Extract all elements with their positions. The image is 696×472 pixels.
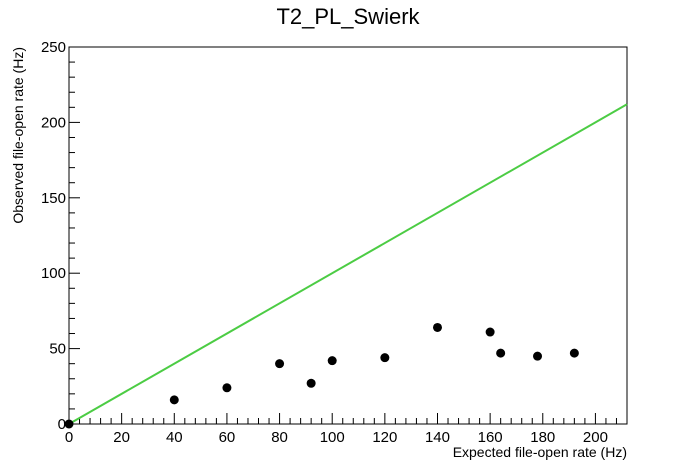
x-tick-label: 60 bbox=[219, 429, 236, 446]
y-tick-label: 50 bbox=[49, 341, 66, 358]
x-tick-label: 140 bbox=[425, 429, 450, 446]
data-point bbox=[306, 378, 316, 388]
chart-title: T2_PL_Swierk bbox=[276, 4, 420, 29]
y-tick-label: 0 bbox=[58, 416, 66, 433]
y-tick-label: 100 bbox=[41, 265, 66, 282]
x-tick-label: 20 bbox=[113, 429, 130, 446]
y-tick-label: 150 bbox=[41, 190, 66, 207]
data-point bbox=[496, 348, 506, 358]
data-point bbox=[327, 356, 337, 366]
y-axis-title: Observed file-open rate (Hz) bbox=[10, 47, 26, 224]
data-point bbox=[275, 359, 285, 369]
x-tick-label: 180 bbox=[530, 429, 555, 446]
x-tick-label: 200 bbox=[583, 429, 608, 446]
data-point bbox=[64, 419, 74, 429]
data-point bbox=[380, 353, 390, 363]
x-tick-label: 0 bbox=[65, 429, 73, 446]
data-point bbox=[222, 383, 232, 393]
data-points bbox=[64, 322, 579, 429]
x-tick-label: 80 bbox=[271, 429, 288, 446]
plot-frame bbox=[68, 46, 628, 425]
reference-line bbox=[68, 103, 628, 425]
x-tick-label: 40 bbox=[166, 429, 183, 446]
data-point bbox=[533, 351, 543, 361]
data-point bbox=[169, 395, 179, 405]
data-point bbox=[432, 322, 442, 332]
data-point bbox=[485, 327, 495, 337]
x-tick-label: 120 bbox=[372, 429, 397, 446]
x-tick-label: 100 bbox=[320, 429, 345, 446]
x-axis-ticks: 0 20 40 60 80 100 120 140 160 180 200 bbox=[65, 413, 628, 446]
y-axis-ticks: 0 50 100 150 200 250 bbox=[41, 39, 80, 433]
y-tick-label: 200 bbox=[41, 114, 66, 131]
x-axis-title: Expected file-open rate (Hz) bbox=[453, 444, 627, 460]
data-point bbox=[569, 348, 579, 358]
y-tick-label: 250 bbox=[41, 39, 66, 56]
x-tick-label: 160 bbox=[478, 429, 503, 446]
